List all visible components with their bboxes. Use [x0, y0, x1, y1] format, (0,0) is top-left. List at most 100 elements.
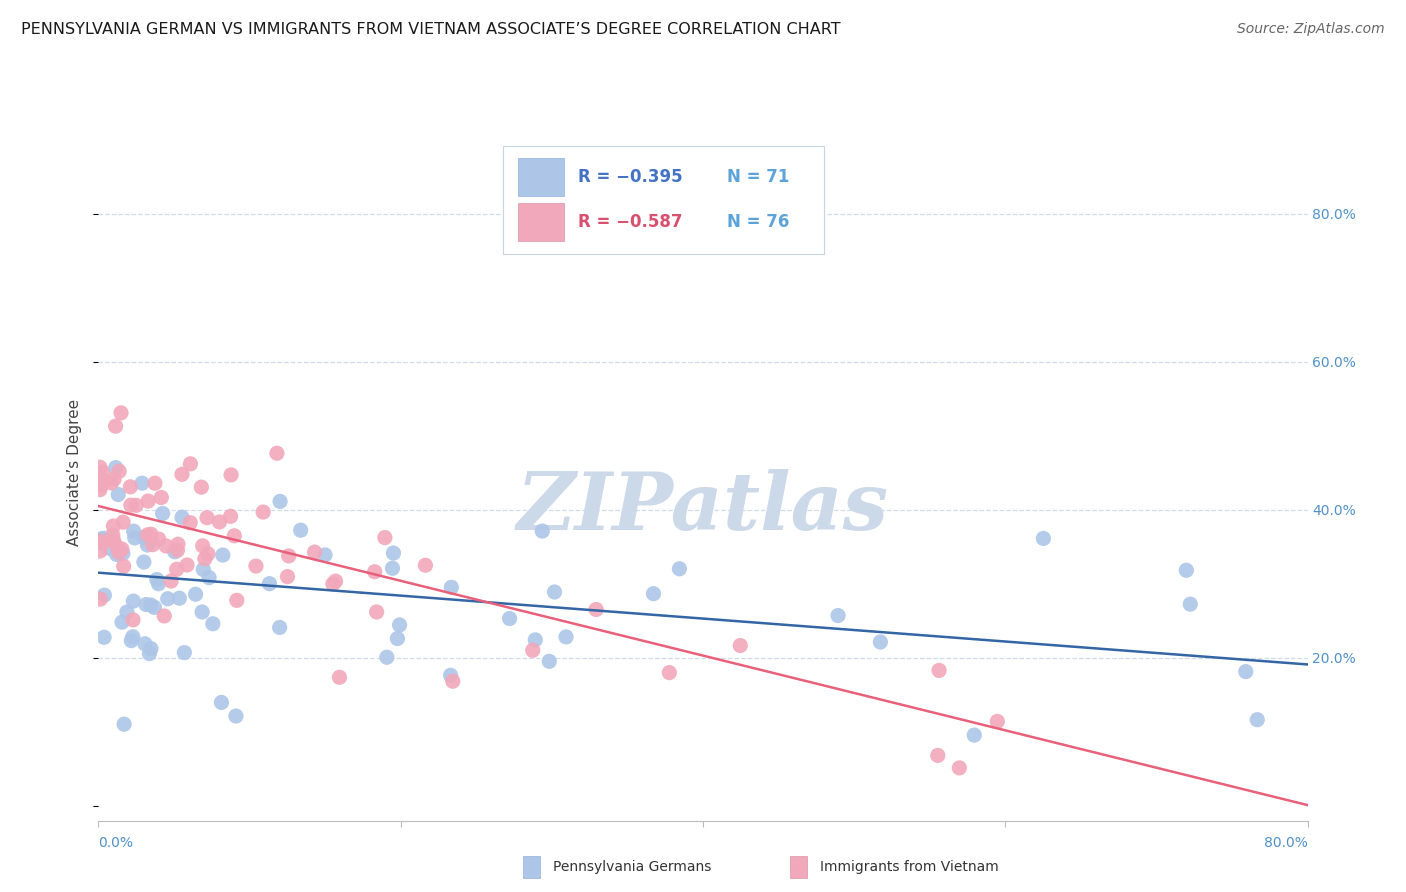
Point	[103, 534, 125, 549]
Point	[156, 591, 179, 606]
Text: ZIPatlas: ZIPatlas	[517, 469, 889, 546]
Point	[143, 600, 166, 615]
Point	[201, 616, 224, 631]
Point	[259, 576, 281, 591]
Text: Immigrants from Vietnam: Immigrants from Vietnam	[820, 860, 998, 874]
Text: 80.0%: 80.0%	[1264, 836, 1308, 850]
Point	[142, 538, 165, 552]
Point	[325, 574, 347, 588]
Point	[170, 467, 193, 482]
Point	[170, 510, 193, 524]
Point	[658, 665, 681, 680]
Point	[415, 558, 437, 573]
Point	[124, 531, 146, 545]
Point	[139, 641, 162, 656]
Point	[107, 545, 129, 559]
Point	[120, 498, 142, 512]
Point	[1180, 597, 1202, 611]
Point	[111, 615, 134, 629]
Point	[266, 446, 288, 460]
Point	[531, 524, 554, 538]
Point	[179, 457, 201, 471]
Point	[538, 654, 561, 668]
Point	[1246, 713, 1268, 727]
Point	[173, 646, 195, 660]
Point	[148, 532, 170, 546]
Y-axis label: Associate’s Degree: Associate’s Degree	[67, 400, 83, 546]
Point	[103, 534, 125, 549]
Point	[176, 558, 198, 572]
Point	[366, 605, 388, 619]
Point	[382, 546, 405, 560]
Point	[112, 559, 135, 574]
Point	[668, 562, 690, 576]
Point	[322, 577, 344, 591]
Point	[197, 547, 219, 561]
Point	[122, 613, 145, 627]
Point	[328, 670, 350, 684]
Point	[136, 538, 159, 552]
Point	[110, 406, 132, 420]
Point	[245, 559, 267, 574]
Point	[104, 419, 127, 434]
Point	[91, 473, 114, 487]
Point	[219, 467, 242, 482]
Point	[132, 531, 155, 545]
Point	[179, 516, 201, 530]
Point	[252, 505, 274, 519]
Text: N = 71: N = 71	[727, 168, 790, 186]
Point	[111, 542, 134, 557]
Point	[543, 585, 565, 599]
Point	[269, 620, 291, 634]
FancyBboxPatch shape	[503, 145, 824, 253]
Point	[381, 561, 404, 575]
Point	[314, 548, 336, 562]
Point	[136, 494, 159, 508]
Point	[498, 611, 520, 625]
Point	[89, 534, 111, 549]
Point	[93, 588, 115, 602]
Point	[89, 460, 111, 475]
Point	[169, 591, 191, 606]
Point	[440, 580, 463, 594]
Point	[91, 465, 114, 479]
Point	[103, 472, 125, 486]
Point	[131, 476, 153, 491]
Point	[138, 647, 160, 661]
Point	[104, 460, 127, 475]
Point	[869, 635, 891, 649]
Point	[148, 576, 170, 591]
Point	[122, 594, 145, 608]
Point	[193, 562, 215, 576]
Point	[269, 494, 291, 508]
Point	[927, 748, 949, 763]
Point	[152, 507, 174, 521]
Point	[91, 536, 114, 550]
Text: R = −0.395: R = −0.395	[578, 168, 683, 186]
Point	[136, 528, 159, 542]
Point	[524, 632, 547, 647]
FancyBboxPatch shape	[517, 203, 564, 242]
Text: PENNSYLVANIA GERMAN VS IMMIGRANTS FROM VIETNAM ASSOCIATE’S DEGREE CORRELATION CH: PENNSYLVANIA GERMAN VS IMMIGRANTS FROM V…	[21, 22, 841, 37]
Point	[105, 548, 128, 562]
Point	[225, 709, 247, 723]
Point	[730, 639, 752, 653]
Point	[290, 523, 312, 537]
Point	[93, 630, 115, 644]
Point	[163, 545, 186, 559]
Text: Source: ZipAtlas.com: Source: ZipAtlas.com	[1237, 22, 1385, 37]
Point	[1234, 665, 1257, 679]
Point	[120, 633, 142, 648]
Point	[439, 668, 461, 682]
Point	[1175, 563, 1198, 577]
Point	[211, 548, 233, 562]
Point	[108, 464, 131, 478]
Point	[101, 528, 124, 542]
Point	[585, 602, 607, 616]
Point	[191, 605, 214, 619]
FancyBboxPatch shape	[517, 158, 564, 196]
Point	[211, 695, 233, 709]
Point	[89, 532, 111, 546]
Point	[277, 549, 299, 563]
Text: N = 76: N = 76	[727, 213, 790, 231]
